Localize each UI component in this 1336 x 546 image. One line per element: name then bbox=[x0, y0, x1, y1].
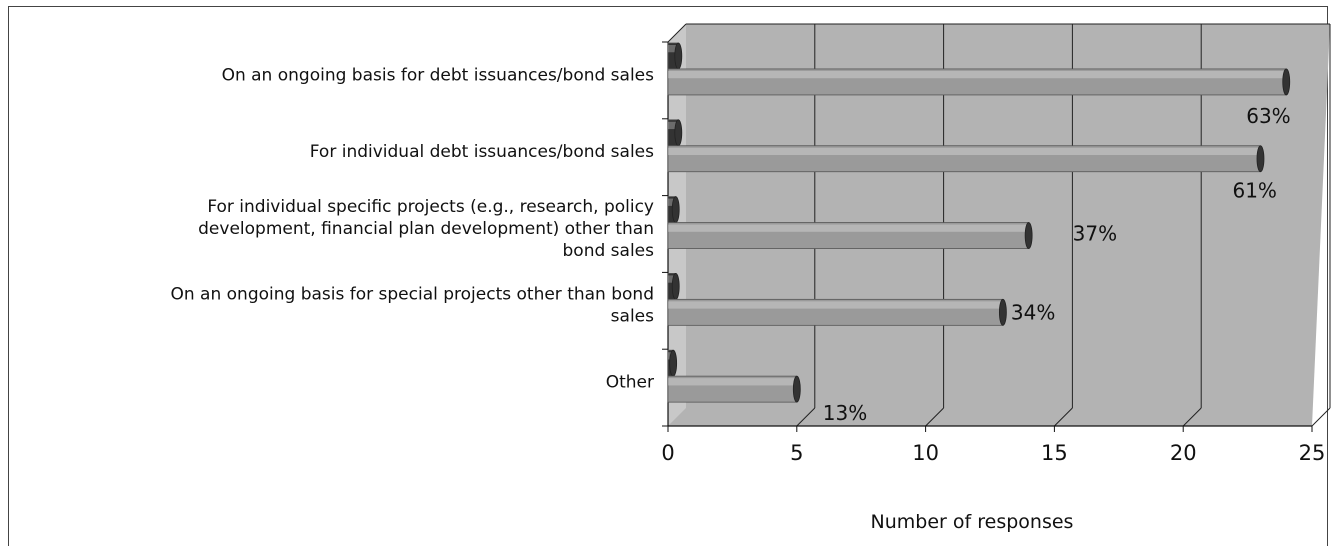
bar-highlight bbox=[668, 224, 1029, 232]
data-label: 63% bbox=[1246, 104, 1290, 128]
x-tick-label: 15 bbox=[1041, 441, 1068, 465]
bar-small-cap bbox=[669, 349, 678, 377]
category-label: Other bbox=[606, 372, 654, 392]
bar-highlight bbox=[668, 147, 1261, 156]
bar-cap bbox=[792, 375, 801, 403]
bar-small-cap bbox=[671, 196, 680, 224]
gridline-floor bbox=[796, 407, 816, 427]
data-label: 37% bbox=[1073, 222, 1117, 246]
bar-highlight bbox=[668, 301, 1003, 309]
bar-small-cap bbox=[671, 272, 680, 300]
bar-small-highlight bbox=[668, 275, 676, 283]
bar-cap bbox=[998, 298, 1007, 326]
bar-small-highlight bbox=[668, 45, 679, 53]
x-tick-label: 5 bbox=[790, 441, 803, 465]
x-tick-label: 25 bbox=[1299, 441, 1326, 465]
data-label: 34% bbox=[1011, 300, 1055, 324]
bar bbox=[667, 298, 1004, 326]
plot-corner-edge bbox=[667, 23, 687, 43]
x-tick-label: 20 bbox=[1170, 441, 1197, 465]
x-tick-label: 0 bbox=[661, 441, 674, 465]
bar-small-highlight bbox=[668, 121, 679, 130]
gridline-floor bbox=[1054, 407, 1073, 427]
category-label: On an ongoing basis for debt issuances/b… bbox=[222, 65, 655, 85]
gridline-floor bbox=[925, 407, 944, 427]
bar-cap bbox=[1282, 68, 1291, 96]
chart-frame bbox=[8, 6, 1328, 546]
data-label: 61% bbox=[1232, 179, 1276, 203]
bar-cap bbox=[1256, 145, 1265, 173]
gridline-floor bbox=[1311, 407, 1331, 427]
category-label: On an ongoing basis for special projects… bbox=[170, 285, 654, 305]
category-label: bond sales bbox=[563, 241, 655, 261]
bar-small-highlight bbox=[668, 198, 676, 206]
bar-small-cap bbox=[674, 119, 683, 147]
category-label: sales bbox=[611, 307, 654, 327]
bar-cap bbox=[1024, 222, 1033, 249]
category-label: development, financial plan development)… bbox=[198, 219, 654, 239]
x-tick-label: 10 bbox=[912, 441, 939, 465]
gridline-floor bbox=[1182, 407, 1202, 427]
bar-small-cap bbox=[674, 42, 683, 70]
category-label: For individual specific projects (e.g., … bbox=[207, 197, 654, 217]
bar bbox=[667, 145, 1261, 173]
x-axis-title: Number of responses bbox=[871, 511, 1074, 533]
data-label: 13% bbox=[823, 401, 867, 425]
bar-highlight bbox=[668, 70, 1287, 79]
bar-highlight bbox=[668, 378, 797, 386]
category-label: For individual debt issuances/bond sales bbox=[310, 142, 654, 162]
